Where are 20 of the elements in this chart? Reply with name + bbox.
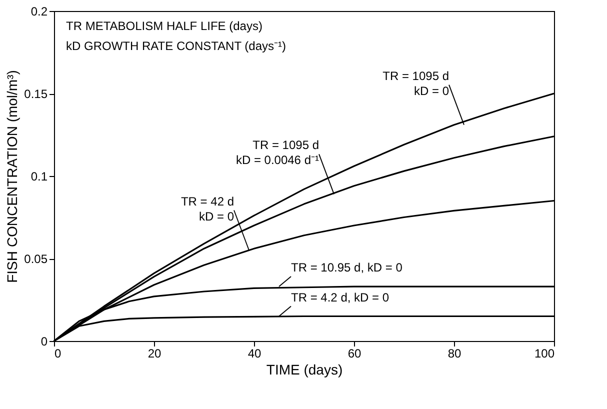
x-tick-label: 100 (534, 346, 555, 360)
y-axis-title: FISH CONCENTRATION (mol/m³) (4, 70, 20, 283)
y-tick-label: 0.1 (30, 170, 48, 184)
annotation: TR = 42 d kD = 0 (180, 194, 234, 224)
y-tick-label: 0.2 (30, 4, 48, 18)
y-tick-label: 0 (40, 334, 48, 348)
annotation: kD GROWTH RATE CONSTANT (days⁻¹) (66, 39, 286, 53)
annotation: TR = 1095 d kD = 0 (382, 68, 450, 98)
y-tick-label: 0.15 (24, 87, 48, 101)
annotation: TR METABOLISM HALF LIFE (days) (66, 19, 262, 33)
x-tick-label: 80 (448, 346, 462, 360)
x-tick-label: 20 (148, 346, 162, 360)
x-tick-label: 0 (54, 346, 62, 360)
y-tick-label: 0.05 (24, 252, 48, 266)
x-tick-label: 60 (348, 346, 362, 360)
x-axis-title: TIME (days) (266, 362, 343, 378)
annotation: TR = 10.95 d, kD = 0 (291, 260, 403, 275)
annotation: TR = 4.2 d, kD = 0 (291, 290, 390, 304)
annotation: TR = 1095 d kD = 0.0046 d⁻¹ (236, 138, 319, 168)
x-tick-label: 40 (248, 346, 262, 360)
